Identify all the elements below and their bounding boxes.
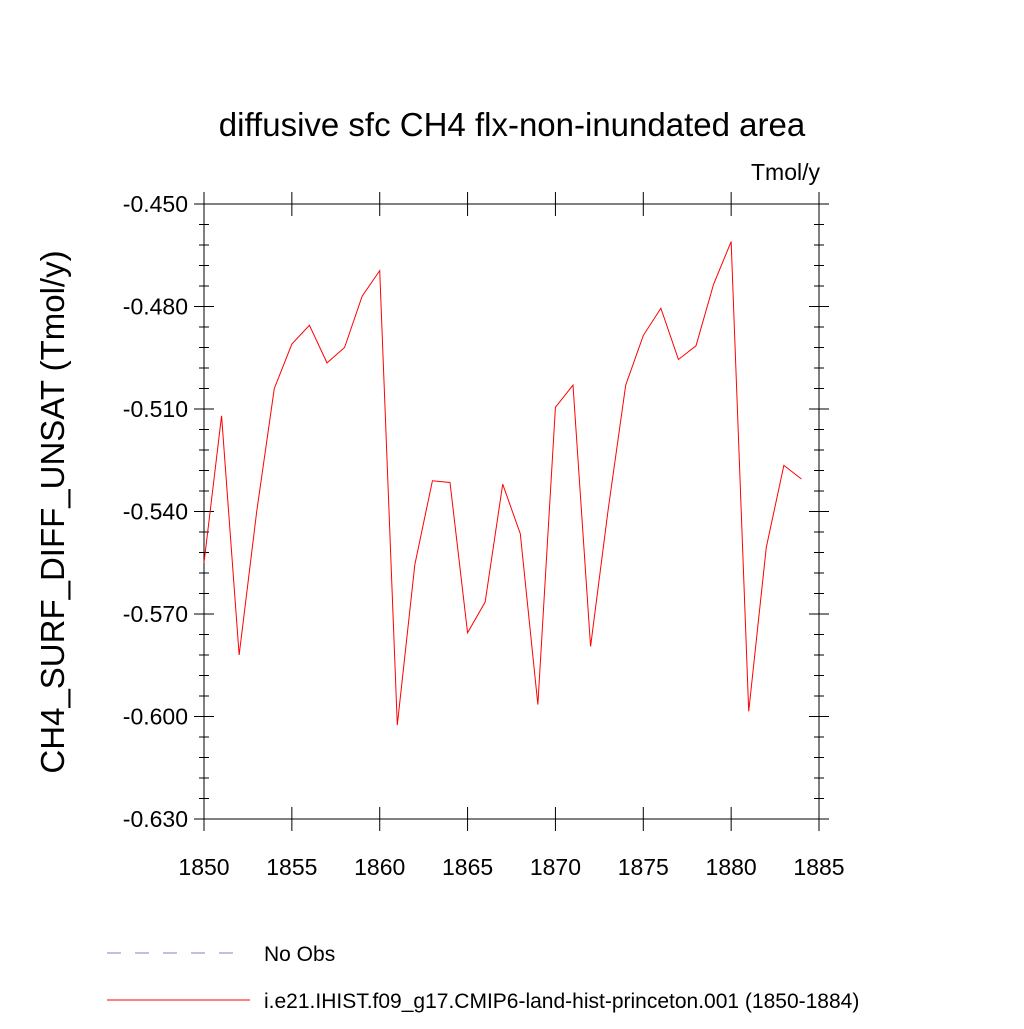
x-tick-label: 1875 bbox=[618, 854, 669, 880]
y-axis-label: CH4_SURF_DIFF_UNSAT (Tmol/y) bbox=[34, 250, 71, 773]
y-tick-label: -0.570 bbox=[123, 601, 188, 627]
x-tick-labels: 1850 1855 1860 1865 1870 1875 1880 1885 bbox=[178, 854, 844, 880]
x-tick-label: 1885 bbox=[793, 854, 844, 880]
legend: No Obs i.e21.IHIST.f09_g17.CMIP6-land-hi… bbox=[107, 943, 859, 1013]
series-line-0 bbox=[203, 241, 802, 726]
axis-ticks bbox=[194, 192, 829, 831]
units-label: Tmol/y bbox=[751, 159, 821, 185]
y-tick-label: -0.540 bbox=[123, 499, 188, 525]
x-tick-label: 1870 bbox=[530, 854, 581, 880]
x-tick-label: 1855 bbox=[266, 854, 317, 880]
legend-label-model: i.e21.IHIST.f09_g17.CMIP6-land-hist-prin… bbox=[264, 990, 859, 1013]
x-tick-label: 1860 bbox=[354, 854, 405, 880]
x-tick-label: 1865 bbox=[442, 854, 493, 880]
series-layer bbox=[203, 241, 802, 726]
legend-label-no-obs: No Obs bbox=[264, 943, 335, 966]
y-tick-label: -0.450 bbox=[123, 191, 188, 217]
y-tick-label: -0.480 bbox=[123, 294, 188, 320]
y-tick-label: -0.600 bbox=[123, 704, 188, 730]
x-tick-label: 1880 bbox=[706, 854, 757, 880]
x-tick-label: 1850 bbox=[178, 854, 229, 880]
chart-title: diffusive sfc CH4 flx-non-inundated area bbox=[219, 106, 806, 143]
plot-frame bbox=[203, 203, 820, 820]
y-tick-label: -0.510 bbox=[123, 396, 188, 422]
y-tick-label: -0.630 bbox=[123, 806, 188, 832]
y-tick-labels: -0.450 -0.480 -0.510 -0.540 -0.570 -0.600 -0.6… bbox=[123, 191, 188, 832]
